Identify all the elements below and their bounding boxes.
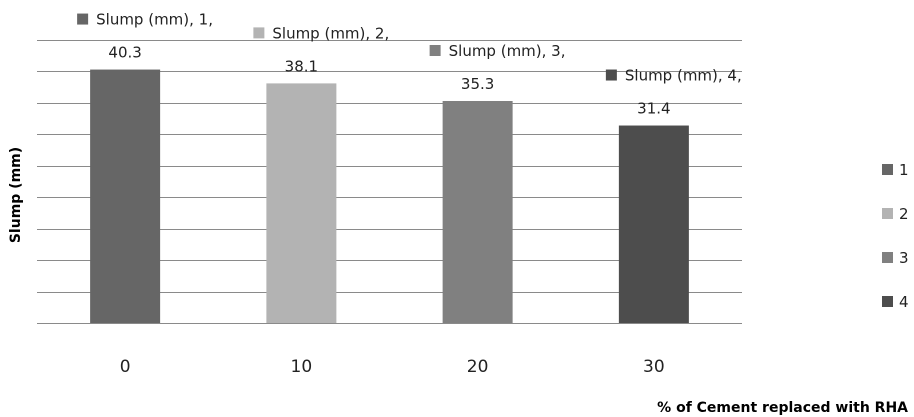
data-label-value-20: 35.3 bbox=[461, 75, 494, 93]
bar-30 bbox=[618, 125, 689, 323]
data-label-marker-20 bbox=[429, 45, 441, 57]
data-label-series-10: Slump (mm), 2, bbox=[272, 24, 389, 42]
bar-10 bbox=[266, 83, 337, 323]
legend-swatch-4 bbox=[882, 296, 893, 307]
legend-label-4: 4 bbox=[899, 293, 909, 311]
data-label-marker-0 bbox=[77, 13, 89, 25]
data-label-value-10: 38.1 bbox=[285, 57, 318, 75]
data-label-series-20: Slump (mm), 3, bbox=[449, 42, 566, 60]
x-tick-label-20: 20 bbox=[467, 357, 489, 377]
data-label-series-30: Slump (mm), 4, bbox=[625, 67, 742, 85]
legend: 1 2 3 4 bbox=[882, 161, 909, 311]
data-label-marker-10 bbox=[253, 27, 265, 39]
legend-label-1: 1 bbox=[899, 161, 909, 179]
legend-label-3: 3 bbox=[899, 249, 909, 267]
y-axis-title: Slump (mm) bbox=[8, 147, 24, 243]
legend-swatch-2 bbox=[882, 208, 893, 219]
data-label-value-30: 31.4 bbox=[637, 100, 670, 118]
bars bbox=[90, 69, 689, 324]
data-label-series-0: Slump (mm), 1, bbox=[96, 11, 213, 29]
data-label-20: Slump (mm), 3, 35.3 bbox=[429, 42, 566, 93]
data-label-0: Slump (mm), 1, 40.3 bbox=[77, 11, 213, 62]
x-axis-tick-labels: 0 10 20 30 bbox=[120, 357, 665, 377]
legend-swatch-1 bbox=[882, 164, 893, 175]
data-label-30: Slump (mm), 4, 31.4 bbox=[605, 67, 742, 118]
data-label-marker-30 bbox=[605, 69, 617, 81]
data-label-10: Slump (mm), 2, 38.1 bbox=[253, 24, 389, 75]
bar-0 bbox=[90, 69, 161, 324]
x-tick-label-0: 0 bbox=[120, 357, 131, 377]
bar-20 bbox=[442, 101, 513, 323]
legend-label-2: 2 bbox=[899, 205, 909, 223]
x-tick-label-10: 10 bbox=[291, 357, 313, 377]
data-label-value-0: 40.3 bbox=[108, 44, 141, 62]
legend-swatch-3 bbox=[882, 252, 893, 263]
x-tick-label-30: 30 bbox=[643, 357, 665, 377]
x-axis-title: % of Cement replaced with RHA bbox=[657, 400, 908, 416]
